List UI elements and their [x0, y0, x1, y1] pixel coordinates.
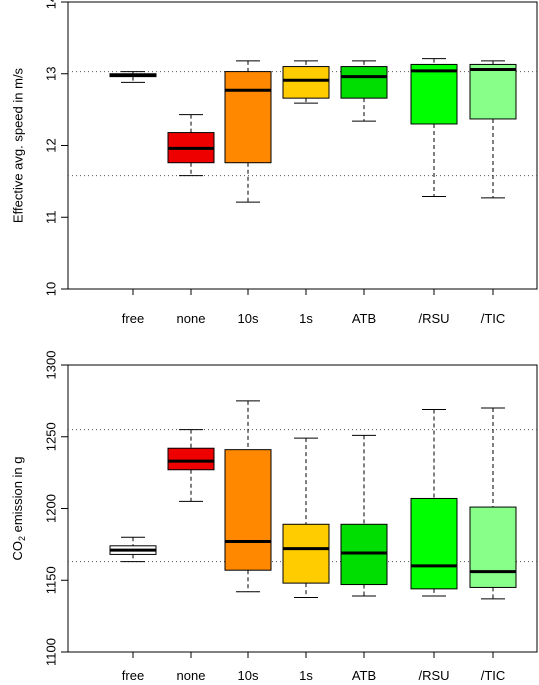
box-rect	[282, 66, 330, 99]
y-axis-label-subscript: 2	[17, 536, 27, 541]
y-tick-label: 13	[43, 67, 58, 81]
x-tick-label: /TIC	[481, 311, 506, 326]
y-axis-label-main: CO	[10, 541, 25, 561]
box-/TIC: /TIC	[469, 407, 517, 683]
box-free: free	[109, 71, 157, 326]
y-axis-label: Effective avg. speed in m/s	[10, 67, 25, 223]
plot-frame	[67, 364, 538, 653]
box-1s: 1s	[282, 437, 330, 683]
y-tick-label: 1300	[43, 351, 58, 380]
box-free: free	[109, 536, 157, 683]
box-rect	[340, 66, 388, 99]
y-tick-label: 1200	[43, 494, 58, 523]
x-tick-label: ATB	[352, 311, 376, 326]
y-axis-label-rest: emission in g	[10, 457, 25, 536]
chart-panel-2: 1100 1150 1200 1250 1300 CO2 emission in g fre…	[10, 351, 538, 683]
box-rect	[282, 523, 330, 584]
x-tick-label: /RSU	[418, 668, 449, 683]
box-1s: 1s	[282, 60, 330, 326]
x-tick-label: none	[177, 668, 206, 683]
x-tick-label: free	[122, 311, 144, 326]
box-none: none	[167, 429, 215, 683]
y-tick-label: 1250	[43, 422, 58, 451]
box-/RSU: /RSU	[410, 58, 458, 326]
box-rect	[410, 497, 458, 590]
box-10s: 10s	[224, 400, 272, 683]
x-tick-label: /TIC	[481, 668, 506, 683]
box-none: none	[167, 114, 215, 326]
x-tick-label: 10s	[238, 668, 259, 683]
x-tick-label: 1s	[299, 311, 313, 326]
y-axis-label: CO2 emission in g	[10, 457, 27, 561]
x-tick-label: none	[177, 311, 206, 326]
box-rect	[224, 71, 272, 164]
x-tick-label: ATB	[352, 668, 376, 683]
box-rect	[224, 449, 272, 571]
box-rect	[410, 63, 458, 125]
y-tick-label: 1100	[43, 638, 58, 666]
box-rect	[469, 63, 517, 120]
box-/TIC: /TIC	[469, 60, 517, 326]
y-tick-label: 11	[43, 211, 58, 225]
y-tick-label: 10	[43, 282, 58, 296]
chart-panel-1: 10 11 12 13 14 Effective avg. speed in m/s fre…	[10, 0, 538, 326]
x-tick-label: free	[122, 668, 144, 683]
box-rect	[167, 447, 215, 471]
y-tick-label: 14	[43, 0, 58, 9]
box-ATB: ATB	[340, 60, 388, 326]
x-tick-label: 10s	[238, 311, 259, 326]
plot-frame	[67, 1, 538, 290]
box-ATB: ATB	[340, 434, 388, 683]
x-tick-label: /RSU	[418, 311, 449, 326]
box-rect	[469, 506, 517, 588]
y-tick-label: 12	[43, 138, 58, 152]
y-tick-label: 1150	[43, 566, 58, 594]
box-10s: 10s	[224, 60, 272, 326]
box-/RSU: /RSU	[410, 408, 458, 683]
x-tick-label: 1s	[299, 668, 313, 683]
